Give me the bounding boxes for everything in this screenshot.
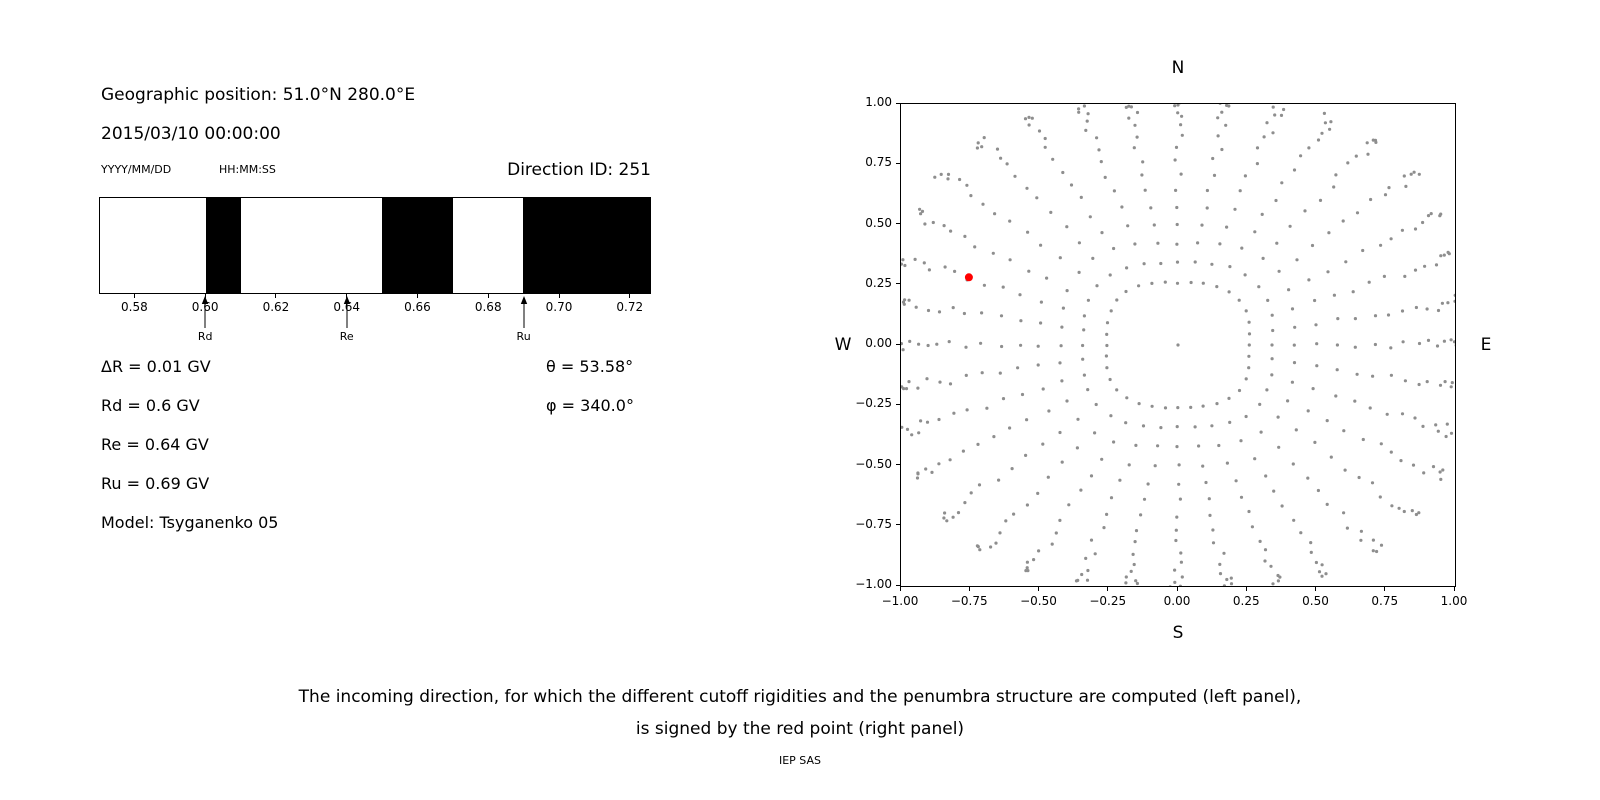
plot-x-tick-label: −0.50: [1020, 594, 1057, 608]
plot-y-tick-label: 0.25: [865, 275, 892, 290]
plot-x-tick-mark: [1176, 587, 1178, 591]
plot-y-tick-label: −1.00: [855, 577, 892, 591]
plot-x-tick-mark: [899, 587, 901, 591]
cutoff-marker-label-rd: Rd: [197, 330, 213, 343]
penumbra-x-tick-mark: [275, 294, 277, 298]
compass-east-label: E: [1480, 335, 1492, 355]
penumbra-x-tick-label: 0.72: [616, 300, 644, 314]
cutoff-marker-arrow-re: [343, 296, 350, 328]
direction-plot: [900, 103, 1456, 587]
plot-x-tick-mark: [1315, 587, 1316, 591]
red-direction-point: [964, 273, 973, 282]
plot-y-tick-label: −0.75: [855, 516, 892, 531]
penumbra-x-tick-mark: [416, 294, 418, 298]
caption-line-2: is signed by the red point (right panel): [635, 719, 965, 739]
forbidden-band: [205, 198, 242, 293]
plot-x-tick-label: 0.00: [1163, 594, 1191, 608]
plot-x-tick-label: −1.00: [881, 594, 919, 608]
penumbra-x-tick-mark: [558, 294, 560, 298]
direction-grid-dots: [901, 104, 1455, 586]
plot-y-tick-mark: [896, 283, 900, 285]
plot-y-tick-label: 1.00: [865, 95, 892, 109]
plot-x-tick-label: −0.75: [950, 594, 988, 608]
cutoff-marker-arrow-rd: [201, 296, 209, 328]
info-model: Model: Tsyganenko 05: [101, 513, 279, 532]
geographic-position: Geographic position: 51.0°N 280.0°E: [101, 85, 416, 105]
direction-scatter: [901, 104, 1455, 586]
plot-y-tick-mark: [896, 102, 900, 104]
plot-y-tick-mark: [896, 343, 900, 345]
penumbra-chart: [99, 197, 651, 294]
info-ru: Ru = 0.69 GV: [101, 474, 210, 493]
time-format-label: HH:MM:SS: [219, 163, 276, 176]
penumbra-x-tick-mark: [487, 294, 489, 298]
theta-value: θ = 53.58°: [546, 357, 634, 376]
compass-west-label: W: [834, 335, 852, 355]
cutoff-marker-label-re: Re: [339, 330, 354, 343]
compass-south-label: S: [1172, 623, 1184, 643]
plot-y-tick-mark: [896, 584, 900, 586]
plot-y-tick-label: 0.00: [865, 336, 892, 350]
plot-y-tick-mark: [896, 223, 900, 224]
penumbra-x-tick-label: 0.62: [262, 300, 290, 314]
forbidden-band: [523, 198, 650, 293]
phi-value: φ = 340.0°: [546, 396, 634, 415]
cutoff-marker-arrow-ru: [520, 296, 527, 328]
info-delta-r: ΔR = 0.01 GV: [101, 357, 211, 376]
plot-y-tick-mark: [896, 403, 900, 405]
penumbra-x-tick-label: 0.66: [404, 300, 431, 314]
plot-x-tick-mark: [1453, 587, 1455, 591]
penumbra-x-tick-label: 0.58: [121, 300, 148, 314]
info-rd: Rd = 0.6 GV: [101, 396, 200, 415]
plot-y-tick-label: 0.75: [865, 155, 892, 170]
plot-y-tick-mark: [896, 162, 900, 164]
forbidden-band: [382, 198, 453, 293]
plot-x-tick-label: 0.25: [1232, 594, 1260, 608]
plot-x-tick-mark: [1038, 587, 1039, 591]
plot-x-tick-mark: [968, 587, 970, 591]
date-format-label: YYYY/MM/DD: [101, 163, 172, 176]
plot-x-tick-label: 0.75: [1371, 594, 1399, 608]
info-re: Re = 0.64 GV: [101, 435, 209, 454]
plot-y-tick-mark: [896, 464, 900, 465]
plot-y-tick-mark: [896, 524, 900, 526]
plot-x-tick-label: 1.00: [1440, 594, 1468, 608]
plot-x-tick-mark: [1107, 587, 1109, 591]
direction-id: Direction ID: 251: [507, 160, 651, 180]
plot-y-tick-label: 0.50: [865, 215, 892, 230]
compass-north-label: N: [1171, 58, 1185, 78]
plot-x-tick-label: −0.25: [1089, 594, 1127, 608]
plot-x-tick-mark: [1384, 587, 1386, 591]
penumbra-x-tick-label: 0.68: [474, 300, 502, 314]
cutoff-marker-label-ru: Ru: [516, 330, 531, 343]
plot-x-tick-mark: [1245, 587, 1247, 591]
penumbra-x-tick-mark: [133, 294, 135, 298]
penumbra-x-tick-mark: [629, 294, 631, 298]
plot-y-tick-label: −0.25: [855, 396, 892, 411]
plot-y-tick-label: −0.50: [855, 456, 892, 471]
caption-line-1: The incoming direction, for which the di…: [298, 687, 1302, 707]
plot-x-tick-label: 0.50: [1302, 594, 1329, 608]
penumbra-x-tick-label: 0.70: [545, 300, 573, 314]
datetime: 2015/03/10 00:00:00: [101, 124, 281, 144]
footer-credit: IEP SAS: [778, 754, 822, 767]
